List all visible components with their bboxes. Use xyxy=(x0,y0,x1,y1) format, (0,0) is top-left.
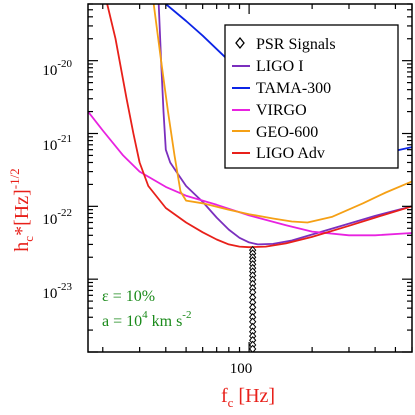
y-tick-label-1e-22: 10-22 xyxy=(42,207,72,228)
plot-frame xyxy=(87,3,413,353)
legend-entry-ligo-adv: LIGO Adv xyxy=(232,145,325,162)
x-axis-title: fc [Hz] xyxy=(221,385,275,410)
legend-entry-geo: GEO-600 xyxy=(232,124,318,141)
series-line-geo-600 xyxy=(152,4,412,224)
legend: PSR Signals LIGO I TAMA-300 VIRGO GEO-60… xyxy=(224,24,399,169)
series-line-ligo-adv xyxy=(106,4,412,249)
accel-annotation: a = 104 km s-2 xyxy=(102,309,191,330)
legend-label-geo: GEO-600 xyxy=(256,124,318,141)
y-tick-label-1e-21: 10-21 xyxy=(42,133,72,154)
legend-entry-ligo-i: LIGO I xyxy=(232,58,304,75)
y-axis-title: hc*[Hz]-1/2 xyxy=(7,168,36,251)
legend-box xyxy=(224,24,399,169)
legend-entry-psr: PSR Signals xyxy=(235,36,336,53)
y-tick-label-1e-20: 10-20 xyxy=(42,58,72,79)
legend-label-ligo-adv: LIGO Adv xyxy=(256,145,325,162)
epsilon-annotation: ε = 10% xyxy=(102,288,155,305)
legend-entry-tama: TAMA-300 xyxy=(232,80,331,97)
legend-label-tama: TAMA-300 xyxy=(256,80,331,97)
series-line-ligo-i xyxy=(157,4,412,246)
legend-psr-marker xyxy=(235,36,245,50)
x-tick-label-100: 100 xyxy=(230,361,253,377)
legend-label-ligo-i: LIGO I xyxy=(256,58,304,75)
psr-point xyxy=(249,344,257,352)
y-tick-label-1e-23: 10-23 xyxy=(42,281,72,302)
series-line-virgo xyxy=(88,111,412,237)
legend-label-virgo: VIRGO xyxy=(256,102,307,119)
legend-label-psr: PSR Signals xyxy=(256,36,336,53)
legend-entry-virgo: VIRGO xyxy=(232,102,307,119)
